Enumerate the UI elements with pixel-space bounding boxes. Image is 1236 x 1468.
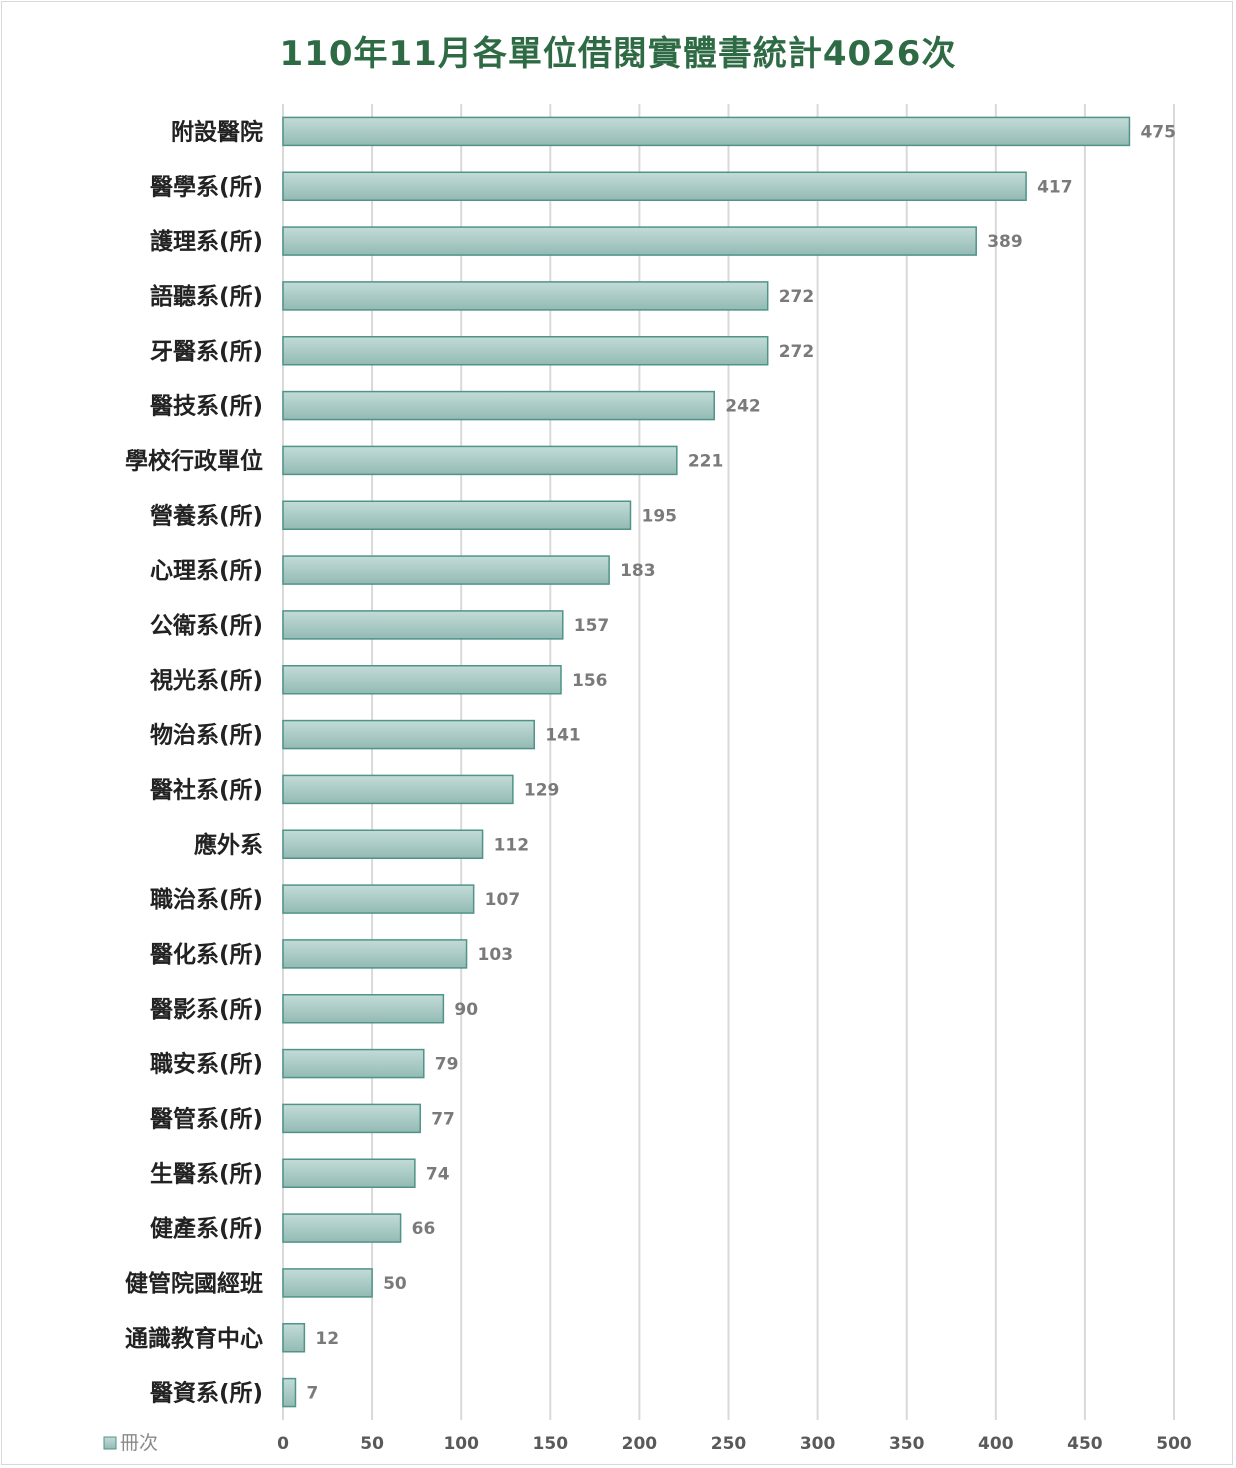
bar [282,610,564,640]
data-label: 66 [412,1219,436,1239]
category-label: 職安系(所) [150,1051,263,1078]
bar [282,390,715,421]
bar [282,171,1027,201]
category-label: 醫影系(所) [150,997,263,1023]
legend-swatch [103,1436,117,1450]
bar [282,829,484,859]
category-label: 學校行政單位 [125,447,263,474]
bar [282,336,769,366]
category-label: 護理系(所) [150,228,263,255]
bar [282,1268,373,1298]
x-tick-label: 200 [622,1434,658,1454]
category-label: 健管院國經班 [125,1270,263,1297]
category-label: 健產系(所) [150,1215,263,1242]
chart-title: 110年11月各單位借閱實體書統計4026次 [279,34,957,74]
bar [282,500,632,530]
category-label: 應外系 [194,831,263,858]
data-label: 475 [1140,122,1176,142]
bar [282,719,536,750]
bar [282,1213,402,1243]
legend: 冊次 [103,1432,158,1454]
category-label: 醫資系(所) [150,1380,263,1407]
x-tick-label: 0 [277,1434,289,1454]
data-label: 141 [545,726,581,746]
category-label: 醫化系(所) [150,941,263,968]
category-label: 營養系(所) [150,502,263,529]
bar [282,1158,416,1188]
category-label: 語聽系(所) [150,283,263,310]
x-tick-label: 100 [443,1434,479,1454]
bar [282,1377,297,1408]
category-label: 通識教育中心 [125,1325,263,1352]
x-tick-label: 400 [978,1434,1014,1454]
x-tick-label: 50 [360,1434,384,1454]
data-label: 90 [454,1000,478,1020]
data-label: 50 [383,1274,407,1294]
x-tick-label: 450 [1067,1434,1103,1454]
bar [282,1103,421,1134]
x-tick-label: 350 [889,1434,925,1454]
data-label: 79 [435,1055,459,1075]
data-label: 12 [315,1329,339,1349]
category-label: 視光系(所) [149,668,263,694]
data-label: 103 [478,945,514,965]
category-label: 醫管系(所) [150,1105,263,1132]
bar [282,281,769,311]
data-label: 389 [987,232,1023,252]
data-label: 74 [426,1164,450,1184]
bar [282,1048,425,1079]
x-tick-label: 500 [1156,1434,1192,1454]
legend-label: 冊次 [120,1432,158,1454]
data-label: 242 [725,397,761,417]
data-label: 157 [574,616,610,636]
bar [282,774,514,805]
data-label: 129 [524,780,560,800]
data-label: 417 [1037,177,1073,197]
data-label: 183 [620,561,656,581]
data-label: 77 [431,1109,455,1129]
data-label: 107 [485,890,521,910]
category-label: 附設醫院 [171,118,263,145]
bar [282,445,678,476]
category-label: 生醫系(所) [150,1161,263,1187]
category-label: 物治系(所) [150,722,263,749]
bar [282,1323,306,1353]
data-label: 272 [779,342,815,362]
data-label: 7 [306,1384,318,1404]
bar [282,226,977,256]
category-label: 職治系(所) [150,886,263,913]
bar [282,884,475,914]
category-label: 牙醫系(所) [150,339,263,365]
data-label: 272 [779,287,815,307]
category-label: 醫學系(所) [150,173,263,200]
data-label: 221 [688,451,724,471]
category-label: 公衛系(所) [150,612,263,639]
data-label: 195 [641,506,677,526]
x-tick-label: 300 [800,1434,836,1454]
data-label: 156 [572,671,608,691]
bar [282,939,468,969]
bar [282,116,1131,147]
category-label: 醫技系(所) [150,394,263,420]
bar [282,555,610,585]
bar [282,994,445,1024]
x-tick-label: 150 [533,1434,569,1454]
category-label: 醫社系(所) [150,776,263,803]
data-label: 112 [494,835,529,855]
bar [282,665,562,695]
x-tick-label: 250 [711,1434,747,1454]
category-label: 心理系(所) [150,558,263,584]
